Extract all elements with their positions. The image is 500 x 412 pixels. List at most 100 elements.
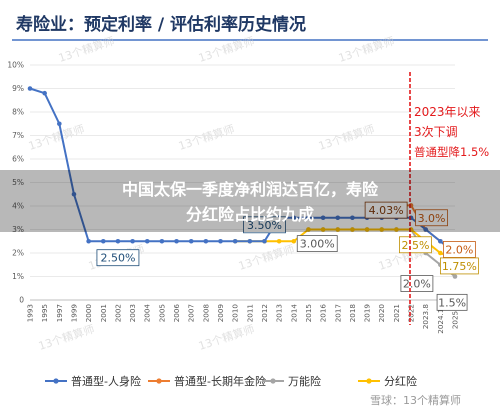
- data-point: [320, 227, 326, 232]
- data-point: [232, 238, 238, 244]
- x-tick-label: 2013: [275, 304, 284, 322]
- data-point: [115, 238, 121, 244]
- value-annotation: 2.0%: [442, 241, 476, 258]
- annotation-label: 3.0%: [418, 212, 446, 225]
- legend-label: 普通型-人身险: [71, 374, 141, 388]
- y-tick-label: 1%: [12, 272, 24, 281]
- x-tick-label: 2017: [333, 304, 342, 322]
- legend-item-0: 普通型-人身险: [45, 374, 141, 388]
- data-point: [247, 238, 253, 244]
- watermark-text: 13个精算师: [317, 122, 376, 153]
- y-tick-label: 10%: [7, 61, 24, 70]
- data-point: [100, 238, 106, 244]
- watermark-text: 13个精算师: [177, 122, 236, 153]
- y-axis: 0 1% 2% 3% 4% 5% 6% 7% 8% 9% 10%: [7, 61, 24, 305]
- x-tick-label: 2015: [304, 304, 313, 322]
- data-point: [379, 227, 385, 232]
- data-point: [130, 238, 135, 244]
- y-tick-label: 5%: [12, 178, 24, 187]
- annotation-box: [364, 201, 408, 219]
- data-point: [42, 90, 47, 96]
- data-point: [335, 215, 341, 221]
- x-tick-label: 2010: [231, 304, 240, 323]
- legend-item-1: 普通型-长期年金险: [148, 374, 266, 388]
- data-point: [262, 238, 267, 244]
- x-tick-label: 2023.8: [421, 304, 430, 330]
- y-tick-label: 3%: [12, 225, 24, 234]
- x-tick-label: 2020: [377, 304, 386, 323]
- annotation-box: [439, 257, 479, 275]
- callout-line-1: 2023年以来: [414, 105, 481, 119]
- value-annotation: 1.75%: [439, 257, 479, 275]
- y-tick-label: 4%: [12, 202, 24, 211]
- annotation-box: [296, 235, 338, 253]
- annotation-box: [96, 249, 140, 267]
- overlay-headline-line-1: 中国太保一季度净利润达百亿，寿险: [122, 180, 379, 199]
- x-tick-label: 2008: [201, 304, 210, 323]
- data-point: [438, 238, 443, 244]
- data-point: [144, 238, 150, 244]
- header-background: [0, 0, 500, 44]
- watermark-text: 13个精算师: [27, 122, 86, 153]
- data-point: [306, 215, 311, 221]
- annotation-label: 2.5%: [401, 239, 429, 252]
- x-axis: 1993 1995 1997 1999 2000 2001 2002 2003 2004 2005…: [26, 304, 460, 334]
- annotation-label: 3.50%: [247, 219, 282, 232]
- data-point: [423, 227, 428, 232]
- legend-swatch-marker: [53, 378, 59, 384]
- data-point: [276, 238, 282, 244]
- x-tick-label: 2006: [172, 304, 181, 323]
- x-tick-label: 2002: [113, 304, 122, 322]
- y-tick-label: 2%: [12, 249, 24, 258]
- legend-item-2: 万能险: [262, 374, 321, 388]
- value-annotation: 4.03%: [364, 201, 408, 219]
- data-point: [86, 238, 91, 244]
- annotation-label: 1.5%: [438, 296, 466, 309]
- data-point: [188, 238, 194, 244]
- annotation-label: 3.00%: [300, 238, 335, 251]
- data-point: [218, 238, 223, 244]
- data-point: [452, 274, 458, 279]
- legend-swatch-marker: [270, 378, 276, 384]
- data-point: [27, 86, 33, 91]
- annotation-label: 2.50%: [100, 252, 135, 265]
- callout-line-2: 3次下调: [414, 125, 458, 139]
- x-tick-label: 1993: [26, 304, 35, 322]
- x-tick-label: 2019: [363, 304, 372, 323]
- annotation-label: 4.03%: [369, 204, 404, 217]
- x-tick-label: 2003: [128, 304, 137, 322]
- annotation-box: [243, 216, 286, 234]
- x-tick-label: 2011: [245, 304, 254, 322]
- legend: 普通型-人身险 普通型-长期年金险 万能险 分红险: [45, 374, 417, 388]
- callout-line-3: 普通型降1.5%: [414, 145, 489, 159]
- x-tick-label: 1995: [40, 304, 49, 322]
- data-point: [203, 238, 209, 244]
- x-tick-label: 1997: [55, 304, 64, 322]
- annotation-label: 2.0%: [403, 278, 431, 291]
- annotation-label: 2.0%: [445, 243, 473, 256]
- legend-item-3: 分红险: [358, 374, 417, 388]
- x-tick-label: 2022: [407, 304, 416, 322]
- value-annotation: 3.0%: [415, 209, 448, 227]
- x-tick-label: 2009: [216, 304, 225, 323]
- data-point: [306, 227, 311, 232]
- y-tick-label: 8%: [12, 108, 24, 117]
- annotation-box: [436, 293, 468, 311]
- legend-swatch-marker: [156, 378, 162, 384]
- x-tick-label: 2001: [99, 304, 108, 322]
- data-point: [350, 215, 355, 221]
- watermark-text: 13个精算师: [37, 322, 96, 353]
- footer-watermark: 雪球：13个精算师: [370, 393, 461, 407]
- value-annotation: 3.50%: [243, 216, 286, 234]
- annotation-box: [415, 209, 448, 227]
- annotation-box: [400, 275, 434, 292]
- legend-label: 万能险: [288, 374, 321, 388]
- chart-title: 寿险业：预定利率 / 评估利率历史情况: [16, 14, 306, 35]
- annotation-box: [399, 236, 432, 254]
- annotation-label: 1.75%: [442, 260, 477, 273]
- legend-label: 分红险: [384, 374, 417, 388]
- data-point: [174, 238, 179, 244]
- x-tick-label: 2014: [289, 304, 298, 323]
